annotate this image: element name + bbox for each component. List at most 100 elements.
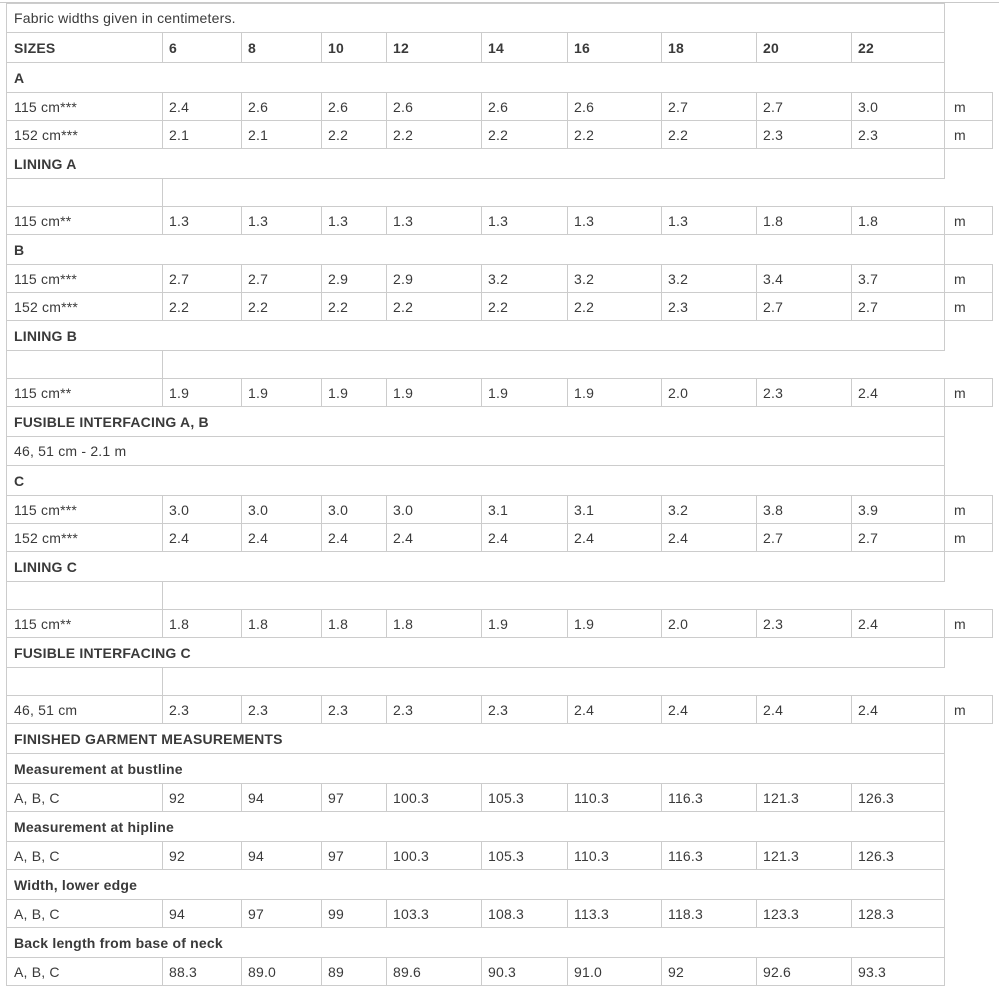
value-cell: 126.3 [850,841,946,870]
table-row-spacer [6,581,993,610]
row-label: 115 cm*** [6,495,163,524]
value-cell: 2.7 [756,523,852,552]
value-cell: 2.2 [386,292,482,321]
value-cell: 116.3 [661,783,757,812]
value-cell: 2.2 [162,292,242,321]
value-cell: 1.3 [162,206,242,235]
section-header-cell: Width, lower edge [5,869,946,900]
fabric-requirements-table: Fabric widths given in centimeters. SIZES… [5,3,994,986]
value-cell: 3.2 [661,264,757,293]
unit-cell: m [944,695,994,724]
value-cell: 2.4 [567,523,662,552]
unit-cell: m [944,264,994,293]
spacer-rest-cell [161,667,945,696]
value-cell: 88.3 [162,957,242,986]
table-row-section: FUSIBLE INTERFACING C [5,637,993,668]
row-label: A, B, C [6,841,163,870]
value-cell: 2.7 [756,92,852,121]
size-column-header: 10 [321,32,387,63]
row-label: 115 cm*** [6,264,163,293]
value-cell: 100.3 [386,841,482,870]
row-label: 115 cm** [6,206,163,235]
unit-column-filler [945,149,993,179]
unit-column-filler [945,842,993,870]
spacer-rest-cell [161,581,945,610]
value-cell: 1.9 [567,378,662,407]
size-column-header: 22 [850,32,946,63]
table-row-section: A [5,62,993,93]
size-column-header: 12 [386,32,482,63]
value-cell: 94 [241,783,322,812]
value-cell: 92.6 [756,957,852,986]
value-cell: 2.2 [321,292,387,321]
table-row-data: 115 cm** 1.9 1.9 1.9 1.9 1.9 1.9 2.0 2.3 2.4 m [6,378,994,407]
unit-column-filler [945,870,993,900]
spacer-left-cell [6,667,163,696]
value-cell: 113.3 [567,899,662,928]
value-cell: 89 [321,957,387,986]
row-label: A, B, C [6,899,163,928]
value-cell: 2.6 [481,92,568,121]
value-cell: 2.4 [162,523,242,552]
unit-cell: m [944,378,994,407]
value-cell: 2.3 [756,378,852,407]
value-cell: 2.3 [756,120,852,149]
value-cell: 2.7 [850,523,946,552]
value-cell: 93.3 [850,957,946,986]
value-cell: 110.3 [567,841,662,870]
value-cell: 2.2 [386,120,482,149]
spacer-rest-cell [161,350,945,379]
value-cell: 97 [241,899,322,928]
section-header-cell: A [5,62,946,93]
section-header-cell: Back length from base of neck [5,927,946,958]
unit-cell: m [944,609,994,638]
value-cell: 2.1 [162,120,242,149]
section-header-cell: LINING A [5,148,946,179]
unit-column-filler [945,668,993,696]
spacer-rest-cell [161,178,945,207]
unit-column-filler [945,4,993,33]
value-cell: 2.3 [386,695,482,724]
size-column-header: 14 [481,32,568,63]
size-column-header: 6 [162,32,242,63]
unit-column-filler [945,321,993,351]
value-cell: 3.2 [481,264,568,293]
row-label: 46, 51 cm [6,695,163,724]
value-cell: 89.6 [386,957,482,986]
table-row-section: C [5,465,993,496]
value-cell: 2.2 [241,292,322,321]
table-row-data: 115 cm*** 3.0 3.0 3.0 3.0 3.1 3.1 3.2 3.8 3.9 m [6,495,994,524]
value-cell: 92 [661,957,757,986]
value-cell: 121.3 [756,841,852,870]
value-cell: 3.1 [567,495,662,524]
size-column-header: 18 [661,32,757,63]
value-cell: 1.8 [241,609,322,638]
table-row-data: A, B, C 94 97 99 103.3 108.3 113.3 118.3 123.3 12… [6,899,993,928]
value-cell: 2.2 [481,120,568,149]
section-header-cell: FUSIBLE INTERFACING A, B [5,406,946,437]
table-row-section: Measurement at bustline [5,753,993,784]
table-row-data: 152 cm*** 2.2 2.2 2.2 2.2 2.2 2.2 2.3 2.7 2.7 m [6,292,994,321]
value-cell: 97 [321,841,387,870]
unit-column-filler [945,466,993,496]
table-row-section: Back length from base of neck [5,927,993,958]
value-cell: 2.4 [386,523,482,552]
value-cell: 100.3 [386,783,482,812]
row-label: 152 cm*** [6,292,163,321]
value-cell: 1.3 [241,206,322,235]
value-cell: 2.7 [756,292,852,321]
value-cell: 2.3 [481,695,568,724]
value-cell: 2.1 [241,120,322,149]
section-header-cell: Measurement at bustline [5,753,946,784]
fabric-table-body: Fabric widths given in centimeters. SIZES… [5,3,994,986]
unit-column-filler [945,437,993,466]
value-cell: 1.3 [481,206,568,235]
value-cell: 1.9 [162,378,242,407]
sizes-header-label: SIZES [6,32,163,63]
table-row-data: A, B, C 92 94 97 100.3 105.3 110.3 116.3 121.3 12… [6,841,993,870]
value-cell: 2.4 [850,378,946,407]
unit-column-filler [945,754,993,784]
table-row-note: 46, 51 cm - 2.1 m [5,436,993,466]
spacer-left-cell [6,581,163,610]
value-cell: 2.2 [567,292,662,321]
